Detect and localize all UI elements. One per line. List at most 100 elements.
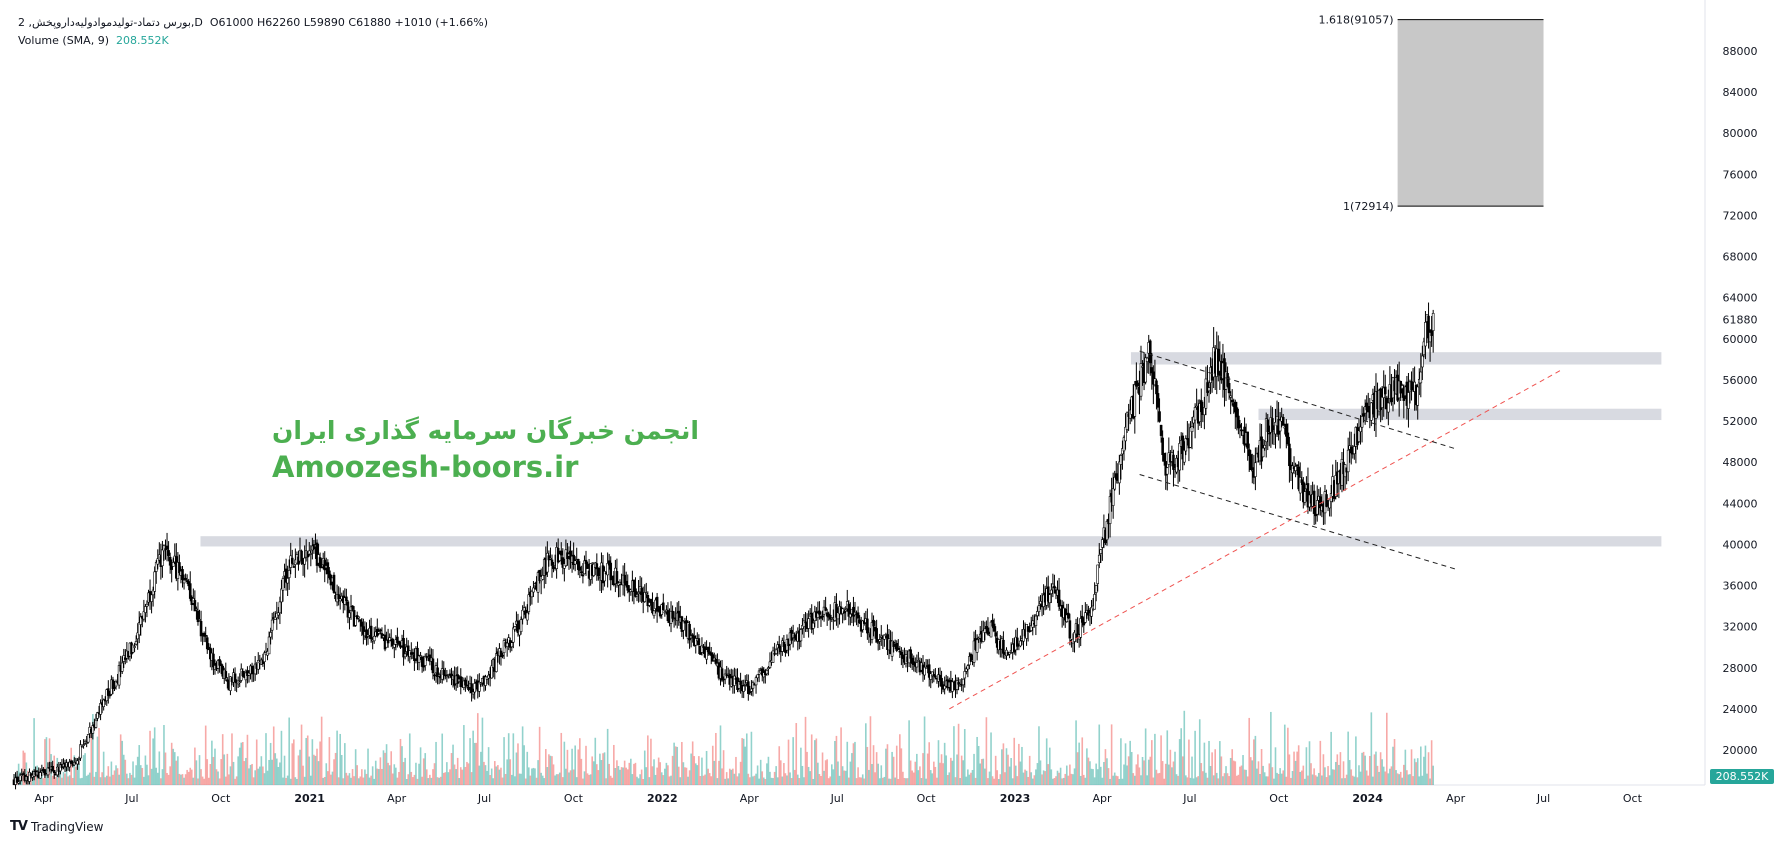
volume-bar <box>605 778 607 785</box>
volume-bar <box>1327 766 1329 785</box>
volume-bar <box>1367 775 1370 785</box>
channel-line[interactable] <box>1139 474 1456 570</box>
volume-bar <box>265 733 267 785</box>
volume-bar <box>425 769 428 785</box>
candle-body <box>131 644 135 653</box>
volume-bar <box>871 764 873 785</box>
volume-bar <box>1342 761 1345 785</box>
volume-bar <box>1171 767 1173 785</box>
volume-bar <box>167 774 170 785</box>
candle-body <box>369 625 373 640</box>
volume-bar <box>776 777 779 785</box>
volume-bar <box>781 776 784 785</box>
candle-body <box>1152 371 1155 385</box>
volume-bar <box>248 768 250 785</box>
volume-bar <box>190 769 193 785</box>
volume-bar <box>1365 770 1368 785</box>
candle-body <box>315 542 319 566</box>
volume-bar <box>1386 712 1388 785</box>
candle-body <box>1266 419 1270 433</box>
candle-body <box>1298 477 1302 494</box>
candle-body <box>890 640 894 657</box>
volume-bar <box>255 739 258 785</box>
volume-bar <box>330 774 332 785</box>
time-axis[interactable]: Apr Jul Oct 2021 Apr Jul Oct 2022 Apr Jul Oct 2023 A… <box>34 792 1642 805</box>
volume-bar <box>1225 766 1227 785</box>
candle-body <box>1079 618 1083 638</box>
volume-bar <box>554 775 556 785</box>
candle-body <box>876 642 880 644</box>
candle-body <box>162 545 166 552</box>
volume-bar <box>452 744 454 785</box>
volume-value-badge: 208.552K <box>1710 769 1774 784</box>
horizontal-zones[interactable] <box>200 352 1662 547</box>
symbol-name[interactable]: 2 ,بورس دتماد-تولیدموادولیه‌داروپخش,D <box>18 16 203 29</box>
trend-lines[interactable] <box>949 350 1563 710</box>
volume-bar <box>476 713 479 785</box>
volume-bars <box>13 710 1434 785</box>
volume-bar <box>113 770 116 785</box>
candle-body <box>156 558 160 565</box>
volume-bar <box>563 741 566 785</box>
volume-bar <box>1308 741 1311 785</box>
candle-body <box>917 660 920 662</box>
candle-body <box>578 566 582 571</box>
volume-bar <box>1333 769 1336 785</box>
price-tick-label: 24000 <box>1723 703 1758 716</box>
candle-body <box>270 619 274 631</box>
volume-bar <box>85 775 88 785</box>
candle-body <box>204 635 207 637</box>
volume-bar <box>753 775 756 785</box>
volume-bar <box>1113 772 1116 785</box>
volume-bar <box>175 760 178 785</box>
channel-line[interactable] <box>1139 350 1456 450</box>
volume-bar <box>483 761 485 785</box>
candle-body <box>858 619 861 624</box>
volume-bar <box>665 762 668 785</box>
volume-bar <box>1339 752 1342 785</box>
volume-bar <box>1118 778 1121 785</box>
candle-body <box>196 610 200 623</box>
candle-body <box>723 673 727 680</box>
support-resistance-zone[interactable] <box>200 536 1662 547</box>
candle-body <box>1119 455 1123 465</box>
volume-bar <box>640 769 643 785</box>
volume-bar <box>276 758 278 785</box>
fib-extension-box[interactable]: 1.618(91057) 1(72914) <box>1319 14 1544 213</box>
candle-body <box>379 629 382 632</box>
volume-bar <box>458 778 461 785</box>
volume-bar <box>1336 754 1339 785</box>
volume-bar <box>1421 775 1424 785</box>
candle-body <box>1144 357 1147 383</box>
candle-body <box>1139 363 1143 397</box>
volume-bar <box>1067 775 1070 785</box>
candle-body <box>547 555 551 561</box>
volume-bar <box>1351 775 1354 785</box>
volume-bar <box>58 777 60 785</box>
candle-body <box>1002 639 1005 654</box>
volume-bar <box>390 751 393 785</box>
volume-bar <box>293 739 295 785</box>
price-tick-label: 60000 <box>1723 333 1758 346</box>
volume-bar <box>1143 760 1145 785</box>
candle-body <box>852 606 855 617</box>
volume-bar <box>880 765 883 785</box>
volume-bar <box>252 777 255 785</box>
candle-body <box>354 616 357 626</box>
volume-bar <box>889 778 892 785</box>
tradingview-brand[interactable]: TV TradingView <box>10 819 103 834</box>
support-resistance-zone[interactable] <box>1258 408 1662 421</box>
candle-body <box>923 666 926 676</box>
candle-body <box>267 636 271 655</box>
candle-body <box>1360 416 1364 428</box>
price-axis[interactable]: 20000 24000 28000 32000 36000 40000 44000 48000… <box>1723 45 1758 757</box>
price-tick-label: 84000 <box>1723 86 1758 99</box>
volume-bar <box>659 762 662 785</box>
volume-bar <box>671 755 674 785</box>
candle-body <box>442 669 446 675</box>
support-resistance-zone[interactable] <box>1130 352 1662 365</box>
fib-target-box[interactable] <box>1397 19 1544 207</box>
candle-body <box>338 598 342 602</box>
volume-indicator-label[interactable]: Volume (SMA, 9) <box>18 34 109 47</box>
